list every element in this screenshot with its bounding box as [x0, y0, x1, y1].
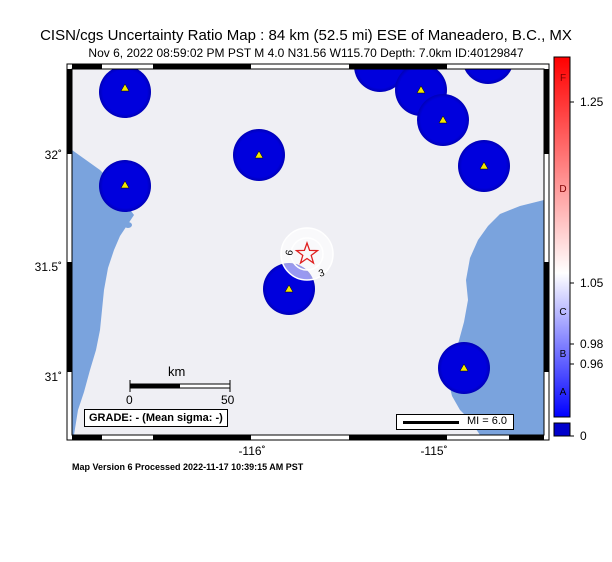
map-title: CISN/cgs Uncertainty Ratio Map : 84 km (…: [40, 27, 572, 44]
pacific-ocean: [72, 150, 134, 435]
lat-tick-label: 31.5˚: [34, 260, 62, 274]
station-disc: [99, 69, 151, 118]
station-triangle-icon: [254, 150, 264, 159]
contour-ring: [290, 237, 324, 271]
lon-tick-label: -115˚: [420, 444, 448, 458]
station-triangle-icon: [438, 115, 448, 124]
epicenter-star-icon: [294, 241, 320, 265]
map-frame: [67, 64, 549, 440]
station-markers: [120, 83, 489, 372]
processed-footer: Map Version 6 Processed 2022-11-17 10:39…: [72, 462, 304, 472]
station-triangle-icon: [284, 284, 294, 293]
mi-label: MI = 6.0: [467, 415, 508, 427]
colorbar-letter: F: [559, 73, 567, 84]
colorbar-letter: A: [559, 387, 567, 398]
scale-end-label: 50: [221, 393, 235, 407]
station-triangle-icon: [479, 161, 489, 170]
contour-ring: [280, 227, 334, 281]
lat-tick-label: 31˚: [44, 370, 62, 384]
grade-box: GRADE: - (Mean sigma: -): [84, 409, 228, 427]
station-disc: [464, 69, 512, 84]
colorbar-zero-swatch: [553, 422, 571, 437]
station-triangle-icon: [459, 363, 469, 372]
island: [124, 222, 132, 228]
scale-unit-label: km: [168, 364, 186, 379]
colorbar-value: 1.05: [580, 276, 604, 290]
colorbar-value: 0.98: [580, 337, 604, 351]
map-subtitle: Nov 6, 2022 08:59:02 PM PST M 4.0 N31.56…: [88, 46, 524, 60]
station-triangle-icon: [416, 85, 426, 94]
colorbar-ticks: [570, 101, 574, 437]
colorbar-value: 0.96: [580, 357, 604, 371]
lon-tick-label: -116˚: [238, 444, 266, 458]
colorbar-value: 1.25: [580, 95, 604, 109]
mi-line-icon: [403, 421, 459, 424]
colorbar-letter: D: [559, 184, 567, 195]
colorbar-letter: C: [559, 307, 567, 318]
scale-bar: [129, 380, 231, 392]
colorbar: [553, 56, 571, 418]
mi-box: MI = 6.0: [396, 414, 514, 430]
station-disc: [354, 69, 406, 92]
contour-label: 6: [284, 249, 296, 257]
station-triangle-icon: [120, 83, 130, 92]
lat-tick-label: 32˚: [44, 148, 62, 162]
colorbar-letter: B: [559, 349, 567, 360]
colorbar-value: 0: [580, 429, 587, 443]
scale-start-label: 0: [126, 393, 133, 407]
station-triangle-icon: [120, 180, 130, 189]
contour-label: 3: [317, 267, 326, 279]
